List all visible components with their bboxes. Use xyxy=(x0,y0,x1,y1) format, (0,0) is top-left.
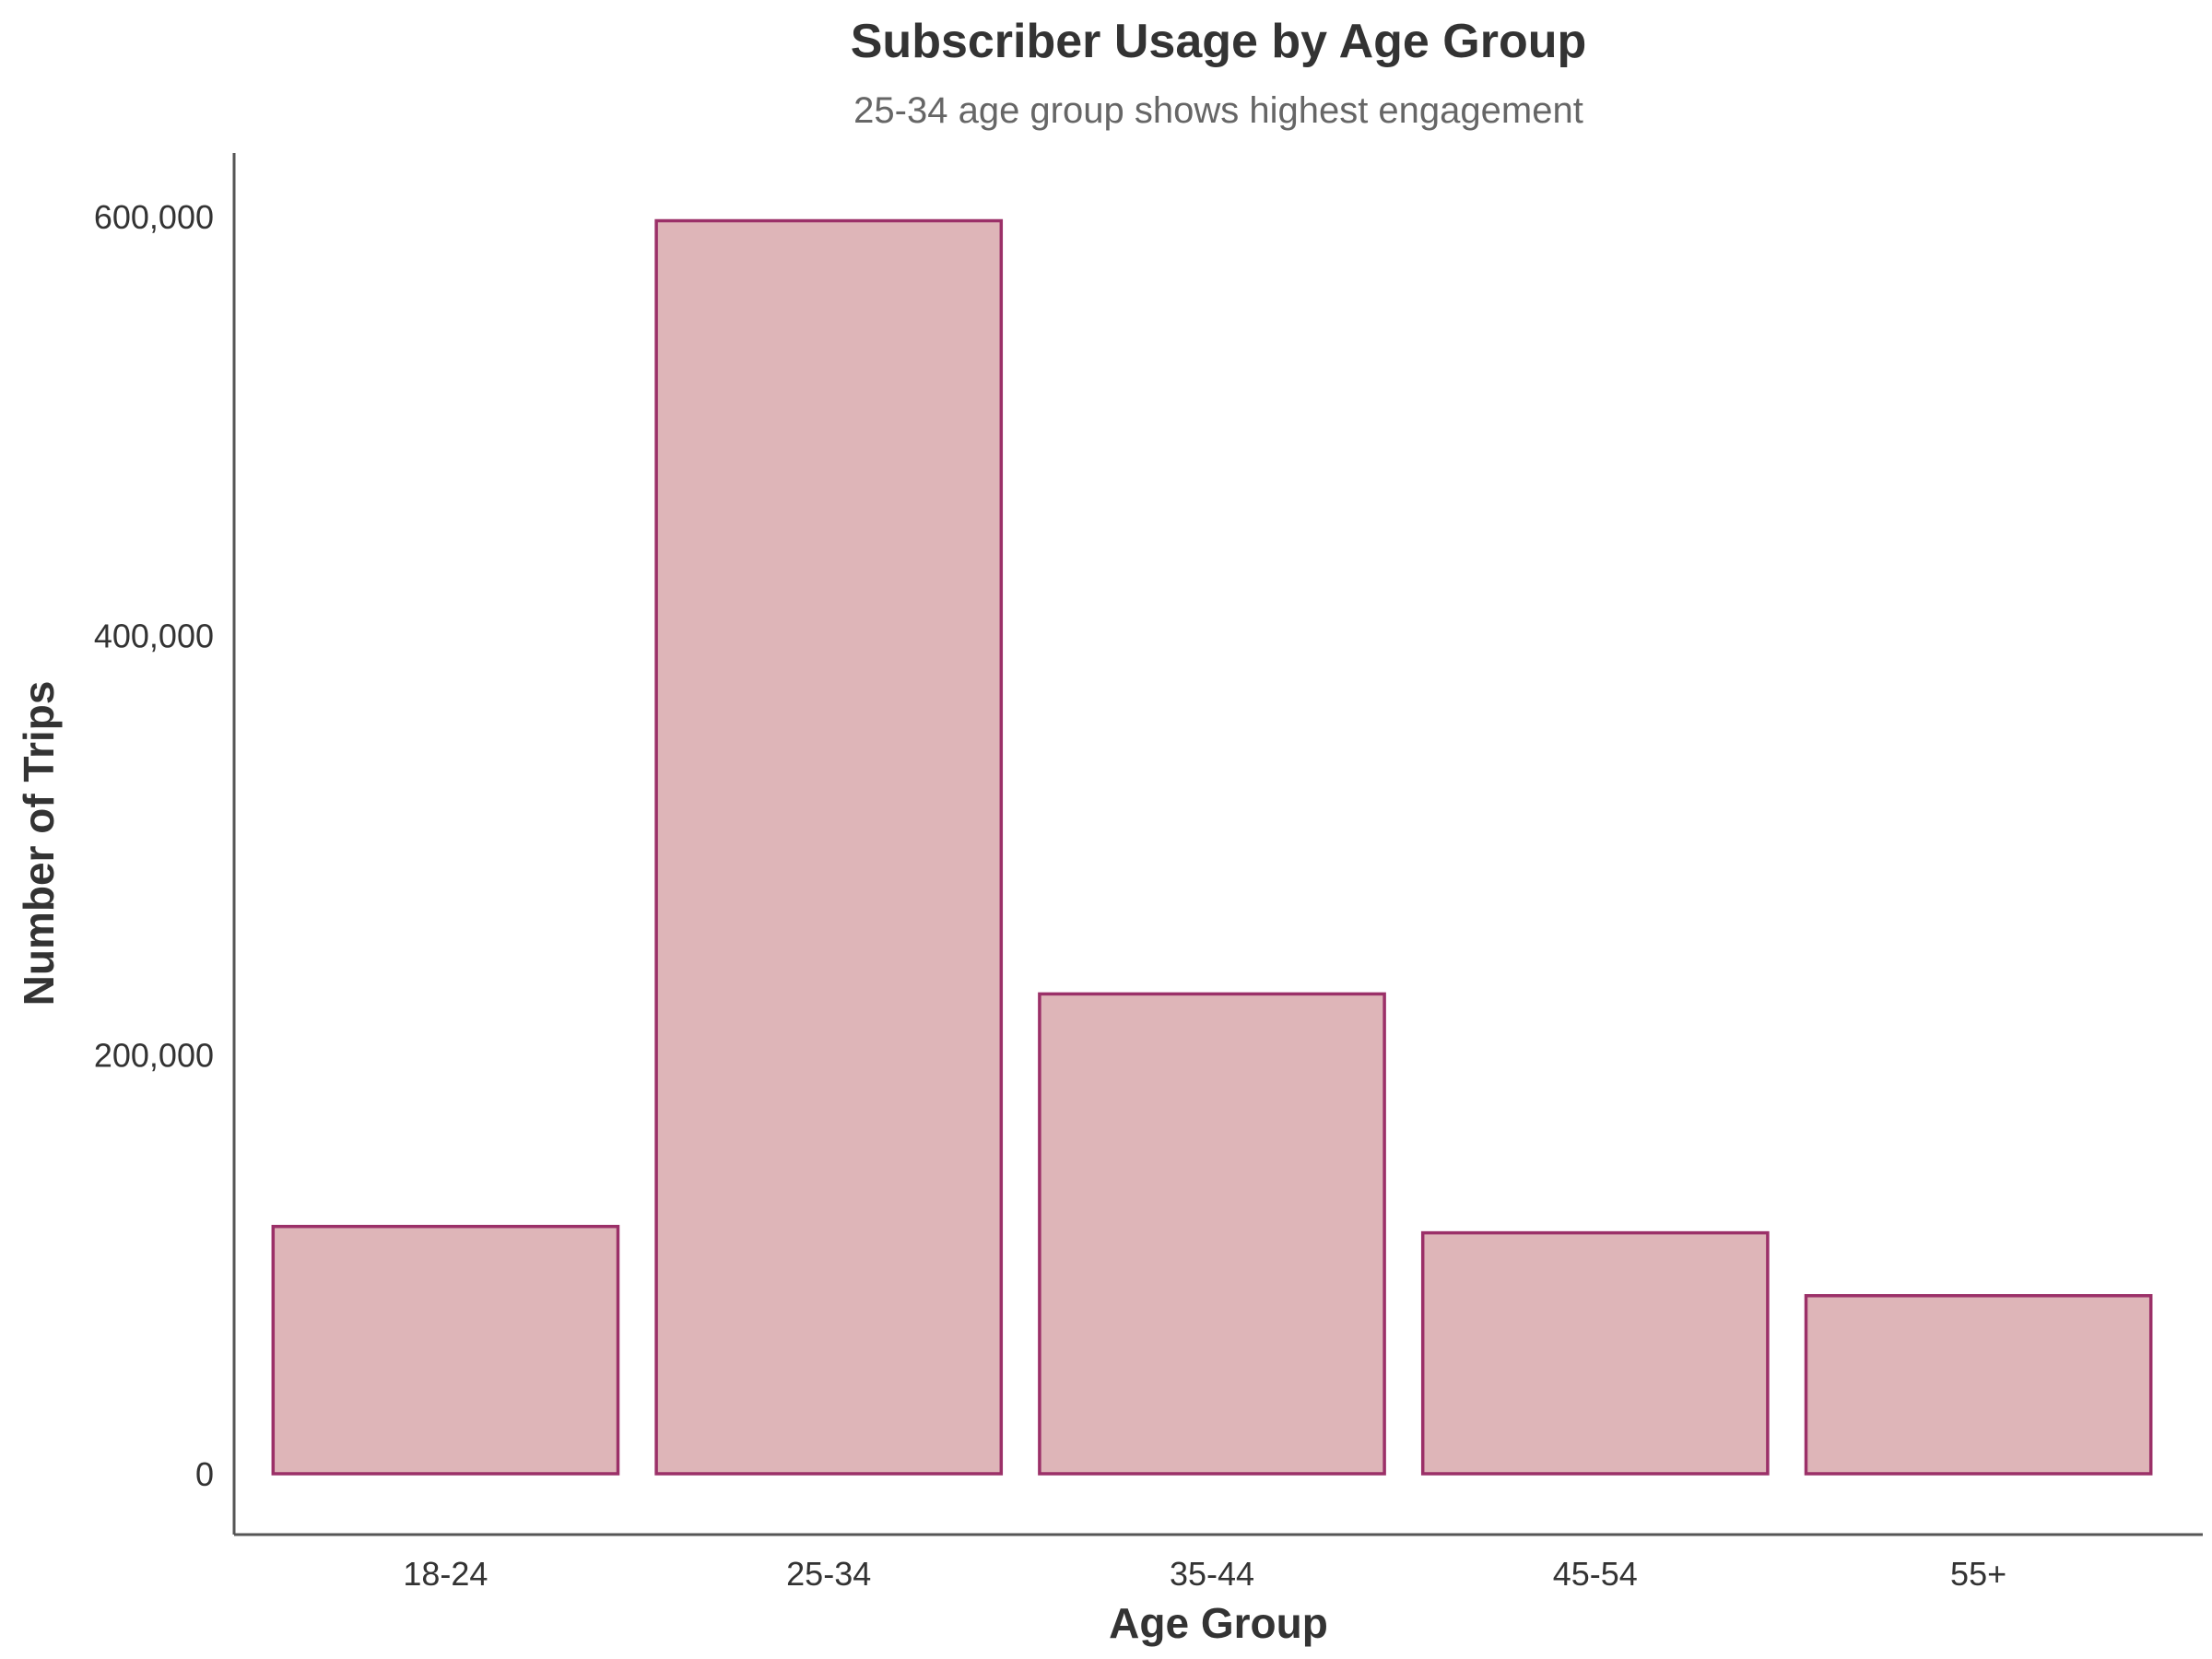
y-axis-label: Number of Trips xyxy=(15,681,63,1006)
x-axis-ticks: 18-24 25-34 35-44 45-54 55+ xyxy=(403,1555,2006,1593)
bar-45-54 xyxy=(1420,1230,1770,1476)
bar-55plus xyxy=(1804,1294,2153,1476)
chart-subtitle: 25-34 age group shows highest engagement xyxy=(853,90,1583,131)
x-tick-label: 55+ xyxy=(1950,1555,2006,1593)
x-tick-label: 25-34 xyxy=(786,1555,871,1593)
bar-35-44 xyxy=(1038,992,1386,1476)
y-tick-label: 0 xyxy=(195,1455,214,1493)
y-tick-label: 200,000 xyxy=(94,1036,214,1074)
y-tick-label: 600,000 xyxy=(94,198,214,236)
bar-18-24 xyxy=(271,1224,620,1476)
x-tick-label: 45-54 xyxy=(1553,1555,1638,1593)
x-axis-label: Age Group xyxy=(1109,1599,1328,1647)
chart-title: Subscriber Usage by Age Group xyxy=(851,15,1586,68)
x-tick-label: 18-24 xyxy=(403,1555,488,1593)
bar-25-34 xyxy=(654,218,1004,1476)
y-axis-ticks: 0 200,000 400,000 600,000 xyxy=(94,198,214,1493)
y-tick-label: 400,000 xyxy=(94,618,214,655)
x-tick-label: 35-44 xyxy=(1170,1555,1254,1593)
bars-group xyxy=(271,218,2153,1476)
